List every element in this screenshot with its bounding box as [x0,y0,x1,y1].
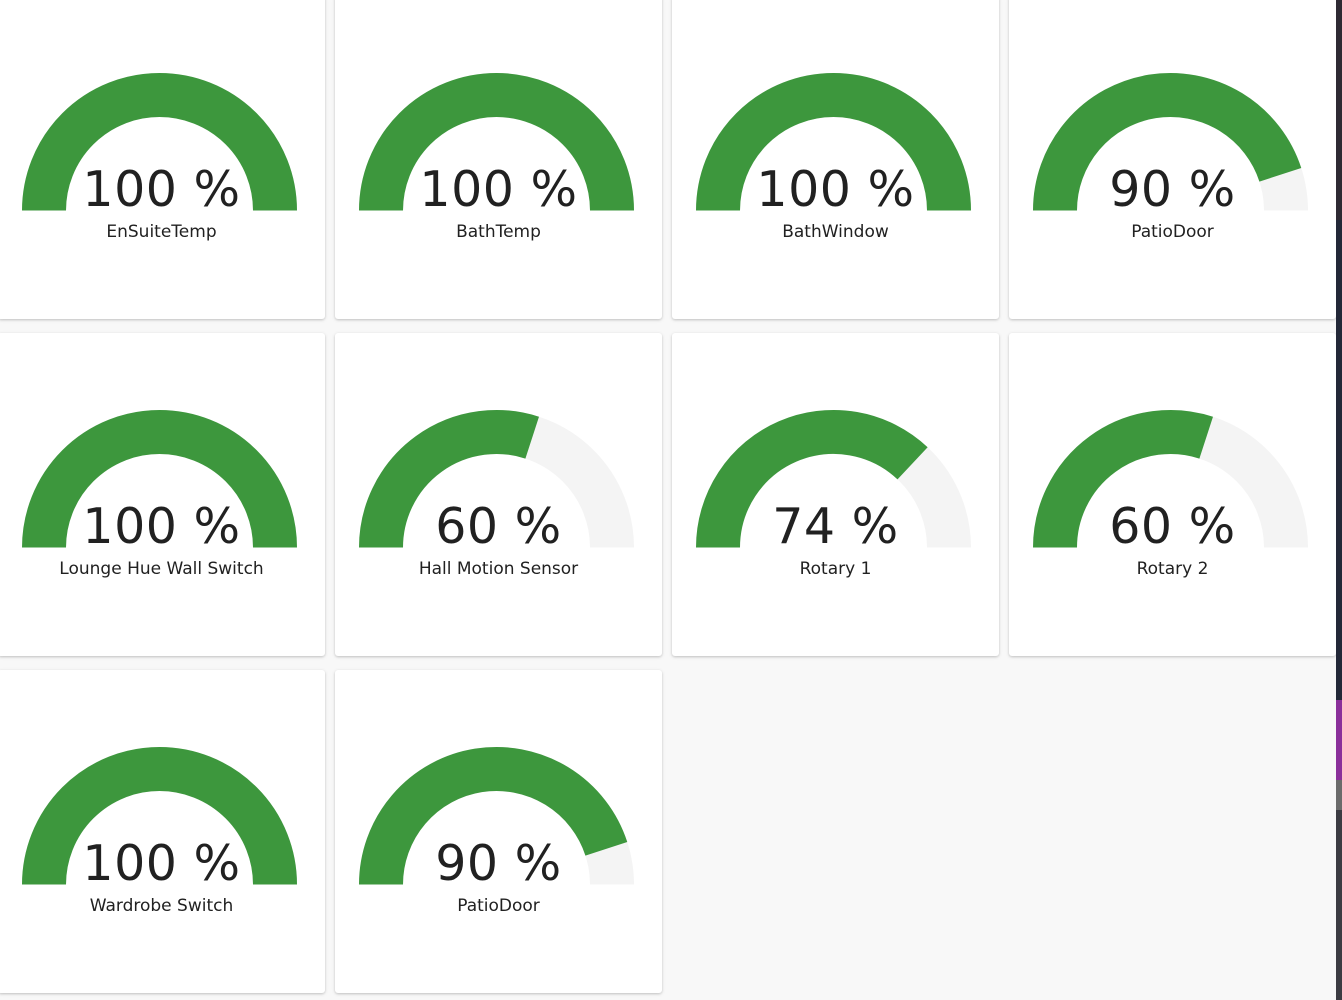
gauge-fill [1033,410,1213,549]
gauge-name: BathWindow [782,222,889,242]
gauge-fill [696,410,928,549]
gauge-fill [359,410,539,549]
gauge-card[interactable]: 60 % Rotary 2 [1009,333,1336,656]
gauge-card[interactable]: 100 % BathTemp [335,0,662,319]
gauge-arc [696,410,971,549]
gauge-value: 100 % [82,835,241,892]
gauge-value: 74 % [772,498,899,555]
gauge-fill [22,410,297,549]
gauge-fill [22,747,297,886]
gauge-card[interactable]: 90 % PatioDoor [335,670,662,993]
gauge-fill [696,73,971,212]
gauge-value: 100 % [82,498,241,555]
gauge-value: 90 % [1109,161,1236,218]
gauge-arc [1033,410,1308,549]
gauge-arc [696,73,971,212]
gauge-name: Hall Motion Sensor [418,559,579,579]
gauge-fill [359,747,628,886]
background-window-edge [1336,0,1342,1000]
gauge-arc [359,410,634,549]
gauge-value: 90 % [435,835,562,892]
gauge-name: BathTemp [456,222,541,242]
gauge-name: Rotary 2 [1136,559,1209,579]
gauge-card[interactable]: 100 % EnSuiteTemp [0,0,325,319]
gauge-arc [22,410,297,549]
gauge-arc [359,747,634,886]
gauge-name: PatioDoor [1131,222,1214,242]
gauge-name: Lounge Hue Wall Switch [59,559,264,579]
gauge-fill [1033,73,1302,212]
gauge-value: 60 % [1109,498,1236,555]
gauge-arc [22,747,297,886]
gauge-arc [22,73,297,212]
gauge-fill [22,73,297,212]
gauge-fill [359,73,634,212]
gauge-arc [1033,73,1308,212]
gauge-name: Wardrobe Switch [89,896,234,916]
gauge-value: 60 % [435,498,562,555]
gauge-value: 100 % [82,161,241,218]
gauge-value: 100 % [419,161,578,218]
gauge-card[interactable]: 90 % PatioDoor [1009,0,1336,319]
gauge-name: Rotary 1 [799,559,872,579]
gauge-arc [359,73,634,212]
gauge-name: EnSuiteTemp [106,222,217,242]
gauge-value: 100 % [756,161,915,218]
gauge-name: PatioDoor [457,896,540,916]
gauge-card[interactable]: 100 % BathWindow [672,0,999,319]
gauge-card[interactable]: 74 % Rotary 1 [672,333,999,656]
gauge-card[interactable]: 100 % Wardrobe Switch [0,670,325,993]
gauge-card[interactable]: 60 % Hall Motion Sensor [335,333,662,656]
gauge-card[interactable]: 100 % Lounge Hue Wall Switch [0,333,325,656]
